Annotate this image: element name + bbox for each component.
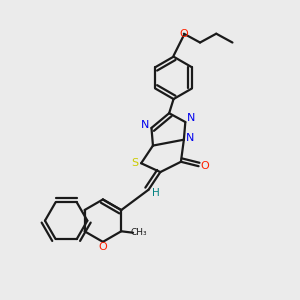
Text: O: O (201, 161, 209, 171)
Text: N: N (186, 133, 194, 143)
Text: S: S (131, 158, 138, 168)
Text: O: O (98, 242, 107, 252)
Text: N: N (141, 120, 149, 130)
Text: H: H (152, 188, 160, 198)
Text: O: O (179, 29, 188, 39)
Text: N: N (187, 113, 195, 124)
Text: CH₃: CH₃ (130, 228, 147, 237)
